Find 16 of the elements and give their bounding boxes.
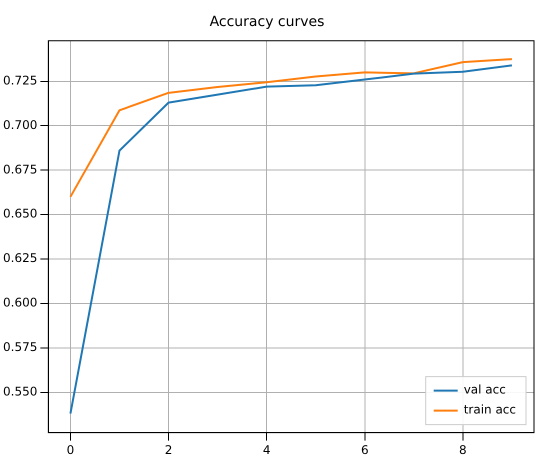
y-tick-label: 0.650 [2, 206, 38, 221]
legend-label: train acc [464, 402, 516, 417]
y-tick-label: 0.550 [2, 384, 38, 398]
y-tick-label: 0.675 [2, 162, 38, 176]
y-tick-label: 0.700 [2, 118, 38, 132]
x-tick-label: 0 [66, 442, 74, 457]
y-tick-label: 0.725 [2, 73, 38, 88]
x-tick-label: 8 [459, 442, 467, 457]
legend-label: val acc [464, 382, 506, 397]
chart-title: Accuracy curves [210, 14, 324, 30]
x-tick-label: 2 [164, 442, 172, 457]
x-tick-label: 6 [360, 442, 369, 457]
x-tick-label: 4 [262, 442, 270, 457]
y-tick-label: 0.625 [2, 251, 38, 266]
y-tick-label: 0.600 [2, 296, 38, 310]
y-tick-label: 0.575 [2, 340, 38, 354]
